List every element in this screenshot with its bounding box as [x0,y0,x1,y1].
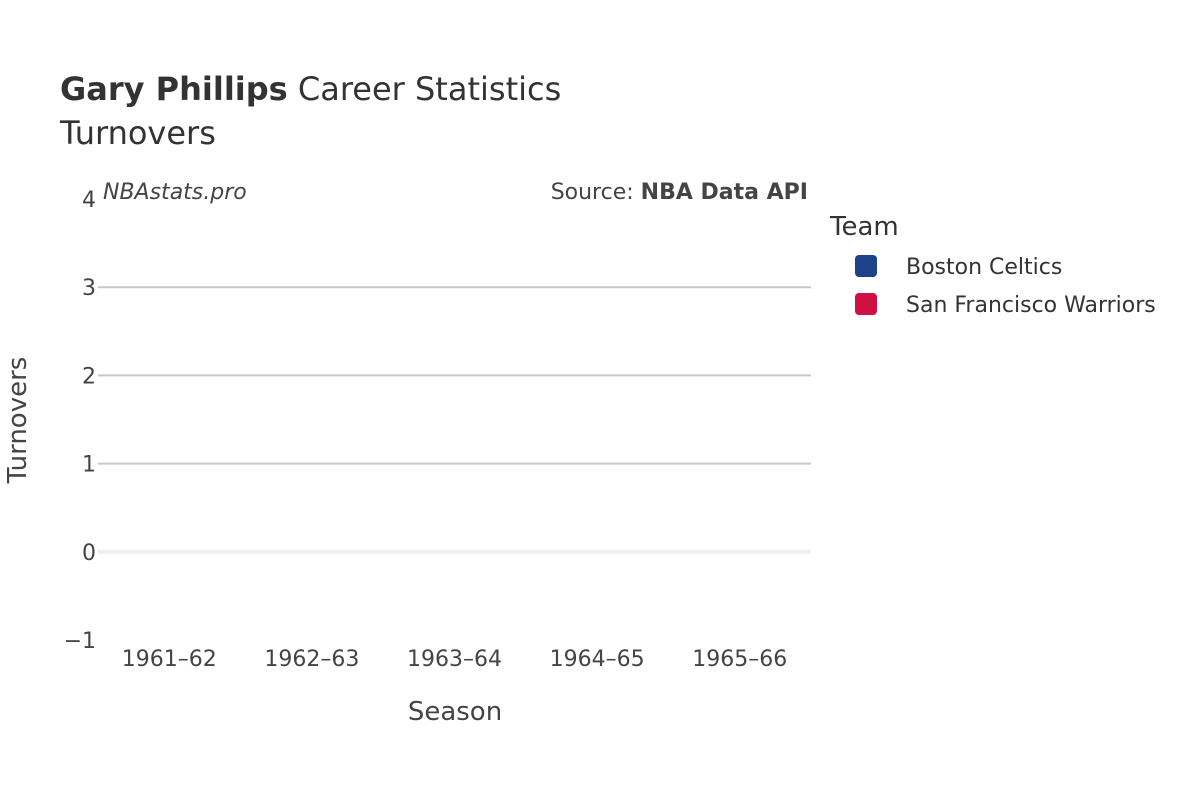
source-prefix: Source: [551,180,641,205]
x-axis-title: Season [408,697,502,727]
y-tick-label: 1 [82,453,96,478]
x-tick-label: 1963–64 [407,647,502,672]
y-tick-label: −1 [64,629,96,654]
y-tick-label: 2 [82,364,96,389]
legend-label: Boston Celtics [906,255,1062,280]
legend-item[interactable]: Boston Celtics [855,255,1062,280]
source-label: Source: NBA Data API [551,180,808,205]
grid-lines [98,286,811,554]
watermark: NBAstats.pro [103,180,247,205]
legend-item[interactable]: San Francisco Warriors [855,293,1156,318]
y-tick-label: 4 [82,188,96,213]
legend-title: Team [829,212,899,242]
legend-swatch [855,255,877,277]
x-tick-label: 1964–65 [550,647,645,672]
legend: Team Boston Celtics San Francisco Warrior… [829,212,1156,318]
title-suffix-text: Career Statistics [298,70,561,108]
legend-label: San Francisco Warriors [906,293,1156,318]
x-tick-label: 1961–62 [122,647,217,672]
chart-subtitle: Turnovers [59,114,216,152]
x-axis-ticks: 1961–62 1962–63 1963–64 1964–65 1965–66 [122,647,787,672]
x-tick-label: 1962–63 [264,647,359,672]
player-name: Gary Phillips [60,70,288,108]
source-name: NBA Data API [641,180,808,205]
chart-title: Gary Phillips Career Statistics [60,70,561,108]
y-axis-title: Turnovers [3,357,33,485]
y-axis-ticks: 4 3 2 1 0 −1 [64,188,96,654]
y-tick-label: 3 [82,276,96,301]
legend-swatch [855,293,877,315]
y-tick-label: 0 [82,541,96,566]
x-tick-label: 1965–66 [692,647,787,672]
